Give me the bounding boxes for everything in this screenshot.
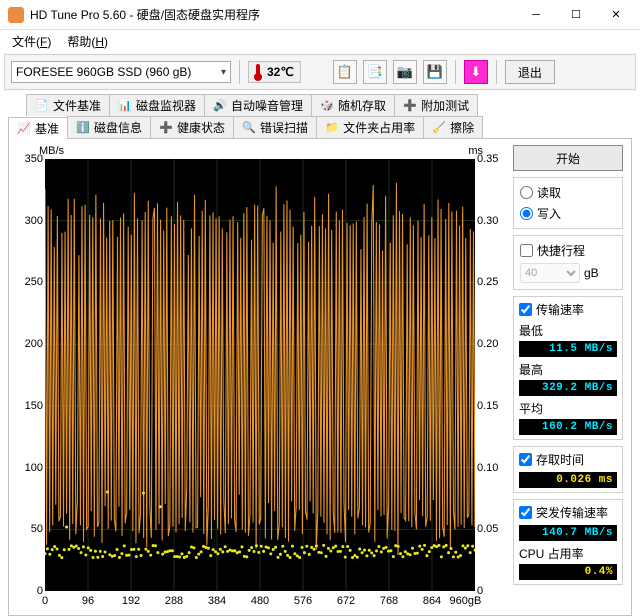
temperature-display: 32℃	[248, 61, 301, 83]
tab-label: 磁盘信息	[94, 119, 142, 136]
save-button[interactable]: 💾	[423, 60, 447, 84]
drive-select-value: FORESEE 960GB SSD (960 gB)	[16, 65, 191, 79]
menu-help[interactable]: 帮助(H)	[59, 31, 116, 52]
mode-read-radio[interactable]: 读取	[520, 184, 616, 201]
tab-label: 健康状态	[177, 119, 225, 136]
tab-label: 文件夹占用率	[343, 119, 415, 136]
max-value: 329.2 MB/s	[519, 380, 617, 396]
blocksize-row: 40 gB	[520, 263, 616, 283]
tab-icon: ℹ️	[76, 121, 90, 135]
titlebar: HD Tune Pro 5.60 - 硬盘/固态硬盘实用程序 ─ ☐ ✕	[0, 0, 640, 30]
toolbar: FORESEE 960GB SSD (960 gB) ▾ 32℃ 📋 📑 📷 💾…	[4, 54, 636, 90]
tab-label: 随机存取	[338, 97, 386, 114]
tab-基准[interactable]: 📈 基准	[8, 117, 68, 139]
tab-文件基准[interactable]: 📄 文件基准	[26, 94, 110, 116]
tab-自动噪音管理[interactable]: 🔊 自动噪音管理	[204, 94, 312, 116]
tab-label: 磁盘监视器	[136, 97, 196, 114]
burst-check[interactable]: 突发传输速率	[519, 504, 617, 521]
exit-button[interactable]: 退出	[505, 60, 555, 84]
y-ticks-left: 050100150200250300350	[17, 159, 43, 591]
thermometer-icon	[251, 63, 265, 81]
tab-icon: 🔍	[242, 121, 256, 135]
tab-icon: 🎲	[320, 99, 334, 113]
tab-panel: MB/s ms 050100150200250300350 00.050.100…	[8, 138, 632, 616]
tab-擦除[interactable]: 🧹 擦除	[423, 116, 483, 138]
mode-write-radio[interactable]: 写入	[520, 205, 616, 222]
tab-磁盘监视器[interactable]: 📊 磁盘监视器	[109, 94, 205, 116]
tab-icon: 📊	[118, 99, 132, 113]
blocksize-unit: gB	[584, 266, 599, 280]
separator	[496, 60, 497, 84]
tab-label: 擦除	[450, 119, 474, 136]
maximize-button[interactable]: ☐	[556, 1, 596, 29]
blocksize-select[interactable]: 40	[520, 263, 580, 283]
benchmark-chart	[45, 159, 475, 591]
copy2-button[interactable]: 📑	[363, 60, 387, 84]
chart-area: MB/s ms 050100150200250300350 00.050.100…	[9, 139, 509, 615]
tab-label: 错误扫描	[260, 119, 308, 136]
x-ticks: 096192288384480576672768864960gB	[45, 593, 475, 611]
tab-icon: 🔊	[213, 99, 227, 113]
tab-附加测试[interactable]: ➕ 附加测试	[394, 94, 478, 116]
copy-button[interactable]: 📋	[333, 60, 357, 84]
tab-icon: 📄	[35, 99, 49, 113]
access-check[interactable]: 存取时间	[519, 451, 617, 468]
start-button[interactable]: 开始	[513, 145, 623, 171]
y-ticks-right: 00.050.100.150.200.250.300.35	[477, 159, 505, 591]
screenshot-button[interactable]: 📷	[393, 60, 417, 84]
cpu-value: 0.4%	[519, 564, 617, 580]
minimize-button[interactable]: ─	[516, 1, 556, 29]
menu-file[interactable]: 文件(F)	[4, 31, 59, 52]
tab-label: 基准	[35, 120, 59, 137]
tab-磁盘信息[interactable]: ℹ️ 磁盘信息	[67, 116, 151, 138]
avg-value: 160.2 MB/s	[519, 419, 617, 435]
tab-健康状态[interactable]: ➕ 健康状态	[150, 116, 234, 138]
separator	[455, 60, 456, 84]
quick-group: 快捷行程 40 gB	[513, 235, 623, 290]
chevron-down-icon: ▾	[221, 67, 226, 78]
options-button[interactable]: ⬇	[464, 60, 488, 84]
tab-row-2: 📈 基准 ℹ️ 磁盘信息 ➕ 健康状态 🔍 错误扫描 📁 文件夹占用率 🧹 擦除	[8, 116, 632, 138]
tab-icon: 📈	[17, 122, 31, 136]
mode-group: 读取 写入	[513, 177, 623, 229]
separator	[239, 60, 240, 84]
menubar: 文件(F) 帮助(H)	[0, 30, 640, 52]
tab-icon: ➕	[159, 121, 173, 135]
min-label: 最低	[519, 322, 617, 339]
max-label: 最高	[519, 361, 617, 378]
tab-label: 附加测试	[421, 97, 469, 114]
tab-area: 📄 文件基准 📊 磁盘监视器 🔊 自动噪音管理 🎲 随机存取 ➕ 附加测试 📈 基准 ℹ️ 磁盘信息 ➕ 健…	[8, 94, 632, 616]
tab-row-1: 📄 文件基准 📊 磁盘监视器 🔊 自动噪音管理 🎲 随机存取 ➕ 附加测试	[26, 94, 632, 116]
temperature-value: 32℃	[267, 65, 294, 79]
side-panel: 开始 读取 写入 快捷行程 40	[509, 139, 631, 615]
tab-icon: 📁	[325, 121, 339, 135]
min-value: 11.5 MB/s	[519, 341, 617, 357]
rate-group: 传输速率 最低 11.5 MB/s 最高 329.2 MB/s 平均 160.2…	[513, 296, 623, 440]
rate-check[interactable]: 传输速率	[519, 301, 617, 318]
burst-group: 突发传输速率 140.7 MB/s CPU 占用率 0.4%	[513, 499, 623, 585]
tab-随机存取[interactable]: 🎲 随机存取	[311, 94, 395, 116]
close-button[interactable]: ✕	[596, 1, 636, 29]
access-value: 0.026 ms	[519, 472, 617, 488]
tab-icon: ➕	[403, 99, 417, 113]
cpu-label: CPU 占用率	[519, 545, 617, 562]
drive-select[interactable]: FORESEE 960GB SSD (960 gB) ▾	[11, 61, 231, 83]
app-icon	[8, 7, 24, 23]
tab-label: 文件基准	[53, 97, 101, 114]
access-group: 存取时间 0.026 ms	[513, 446, 623, 493]
tab-icon: 🧹	[432, 121, 446, 135]
avg-label: 平均	[519, 400, 617, 417]
burst-value: 140.7 MB/s	[519, 525, 617, 541]
quick-check[interactable]: 快捷行程	[520, 242, 616, 259]
window-title: HD Tune Pro 5.60 - 硬盘/固态硬盘实用程序	[30, 6, 516, 23]
tab-label: 自动噪音管理	[231, 97, 303, 114]
tab-文件夹占用率[interactable]: 📁 文件夹占用率	[316, 116, 424, 138]
tab-错误扫描[interactable]: 🔍 错误扫描	[233, 116, 317, 138]
